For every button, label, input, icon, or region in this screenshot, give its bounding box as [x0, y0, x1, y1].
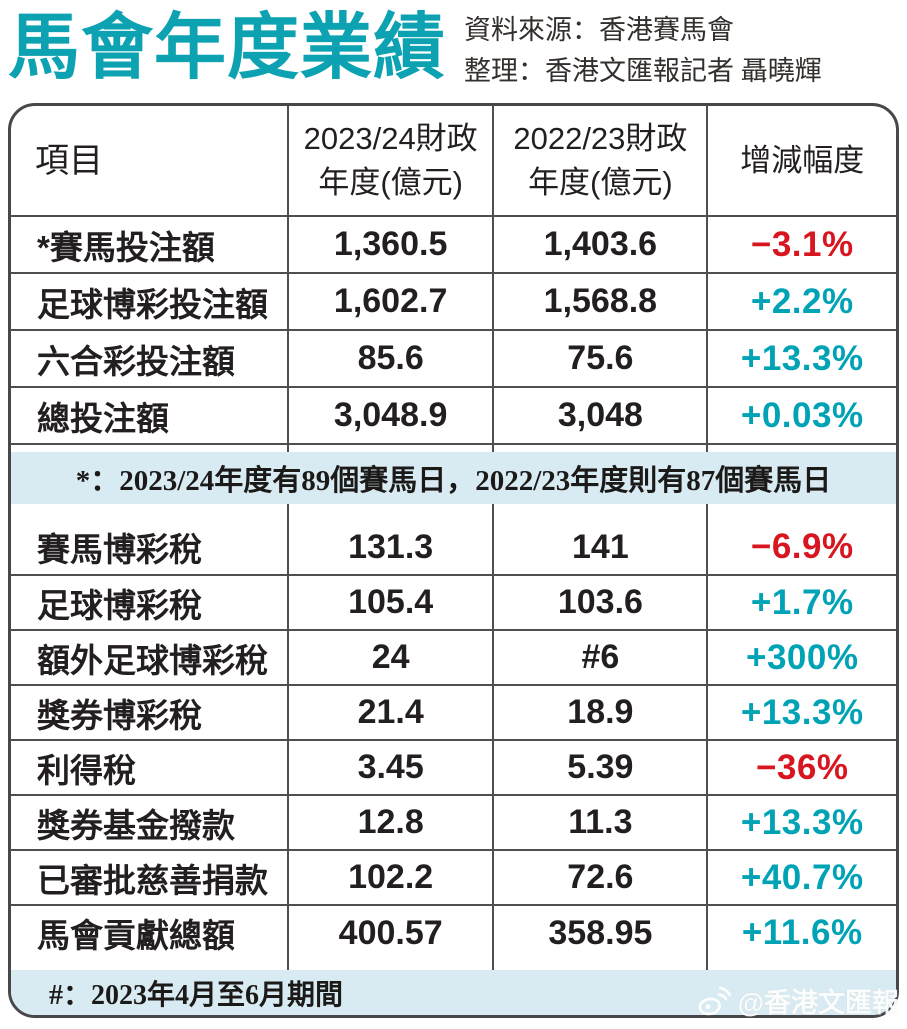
footnote-row: #：2023年4月至6月期間	[11, 970, 896, 1015]
fy2023-cell: 5.39	[493, 740, 709, 796]
fy2024-cell: 131.3	[288, 520, 495, 576]
fy2024-cell: 3,048.9	[288, 387, 495, 445]
table-row-approved-donations: 已審批慈善捐款 102.2 72.6 +40.7%	[11, 850, 896, 906]
table-row-football-turnover: 足球博彩投注額 1,602.7 1,568.8 +2.2%	[11, 273, 896, 331]
masthead: 馬會年度業績 資料來源：香港賽馬會 整理：香港文匯報記者 聶曉輝	[0, 0, 907, 100]
fy2023-cell: 75.6	[493, 330, 709, 388]
change-cell: +11.6%	[741, 913, 863, 952]
fy2024-cell: 1,360.5	[288, 216, 495, 274]
item-cell: 六合彩投注額	[11, 330, 289, 388]
source-line: 資料來源：香港賽馬會	[464, 15, 735, 45]
table-row-horse-racing-duty: 賽馬博彩稅 131.3 141 −6.9%	[11, 520, 896, 576]
spacer-row	[11, 960, 896, 970]
results-table: 項目 2023/24財政 年度(億元) 2022/23財政 年度(億元) 增減幅…	[11, 106, 896, 1015]
item-cell: 獎券博彩稅	[11, 685, 289, 741]
item-cell: *賽馬投注額	[11, 216, 289, 274]
footnote: #：2023年4月至6月期間	[11, 970, 896, 1015]
table-row-mark-six-turnover: 六合彩投注額 85.6 75.6 +13.3%	[11, 330, 896, 388]
fy2024-cell: 12.8	[288, 795, 495, 851]
fy2023-cell: 11.3	[493, 795, 709, 851]
spacer-row	[11, 504, 896, 520]
table-row-lotteries-fund: 獎券基金撥款 12.8 11.3 +13.3%	[11, 795, 896, 851]
item-cell: 足球博彩稅	[11, 575, 289, 631]
fy2023-cell: 18.9	[493, 685, 709, 741]
fy2024-cell: 21.4	[288, 685, 495, 741]
column-header-fy2023: 2022/23財政 年度(億元)	[493, 106, 709, 217]
item-cell: 賽馬博彩稅	[11, 520, 289, 576]
change-cell: +13.3%	[707, 685, 896, 741]
fy2024-cell: 400.57	[288, 905, 495, 960]
fy2023-cell: 72.6	[493, 850, 709, 906]
fy2023-cell: 103.6	[493, 575, 709, 631]
column-header-item: 項目	[11, 106, 289, 217]
table-row-football-duty: 足球博彩稅 105.4 103.6 +1.7%	[11, 575, 896, 631]
column-header-fy2023-line2: 年度(億元)	[528, 164, 673, 200]
fy2024-cell: 3.45	[288, 740, 495, 796]
item-cell: 獎券基金撥款	[11, 795, 289, 851]
table-row-horse-racing-turnover: *賽馬投注額 1,360.5 1,403.6 −3.1%	[11, 216, 896, 274]
item-cell: 額外足球博彩稅	[11, 630, 289, 686]
fy2023-cell: 1,403.6	[493, 216, 709, 274]
race-day-note-row: *：2023/24年度有89個賽馬日，2022/23年度則有87個賽馬日	[11, 452, 896, 504]
table-row-extra-football-duty: 額外足球博彩稅 24 #6 +300%	[11, 630, 896, 686]
fy2023-cell: 1,568.8	[493, 273, 709, 331]
change-cell: −36%	[707, 740, 896, 796]
change-cell: −6.9%	[707, 520, 896, 576]
item-cell: 馬會貢獻總額	[11, 905, 289, 960]
table-row-lottery-duty: 獎券博彩稅 21.4 18.9 +13.3%	[11, 685, 896, 741]
spacer-row	[11, 444, 896, 452]
table-header-row: 項目 2023/24財政 年度(億元) 2022/23財政 年度(億元) 增減幅…	[11, 106, 896, 217]
fy2024-cell: 85.6	[288, 330, 495, 388]
page-title: 馬會年度業績	[8, 8, 447, 88]
change-cell: −3.1%	[707, 216, 896, 274]
change-cell: +2.2%	[707, 273, 896, 331]
fy2024-cell: 102.2	[288, 850, 495, 906]
results-table-panel: 項目 2023/24財政 年度(億元) 2022/23財政 年度(億元) 增減幅…	[8, 103, 899, 1018]
column-header-fy2024: 2023/24財政 年度(億元)	[288, 106, 495, 217]
fy2024-cell: 1,602.7	[288, 273, 495, 331]
column-header-fy2024-line1: 2023/24財政	[303, 120, 478, 156]
column-header-change: 增減幅度	[707, 106, 896, 217]
item-cell: 總投注額	[11, 387, 289, 445]
item-cell: 已審批慈善捐款	[11, 850, 289, 906]
fy2023-cell: #6	[493, 630, 709, 686]
fy2023-cell: 358.95	[493, 905, 709, 960]
change-cell: +13.3%	[707, 330, 896, 388]
column-header-fy2024-line2: 年度(億元)	[318, 164, 463, 200]
credit-line: 整理：香港文匯報記者 聶曉輝	[464, 56, 822, 86]
item-cell: 利得稅	[11, 740, 289, 796]
fy2023-cell: 3,048	[493, 387, 709, 445]
fy2023-cell: 141	[493, 520, 709, 576]
column-header-fy2023-line1: 2022/23財政	[513, 120, 688, 156]
source-credit: 資料來源：香港賽馬會 整理：香港文匯報記者 聶曉輝	[464, 0, 822, 100]
fy2024-cell: 105.4	[288, 575, 495, 631]
item-cell: 足球博彩投注額	[11, 273, 289, 331]
change-cell: +1.7%	[707, 575, 896, 631]
change-cell: +0.03%	[707, 387, 896, 445]
change-cell: +40.7%	[707, 850, 896, 906]
race-day-note: *：2023/24年度有89個賽馬日，2022/23年度則有87個賽馬日	[11, 452, 896, 504]
change-cell: +13.3%	[707, 795, 896, 851]
table-row-profits-tax: 利得稅 3.45 5.39 −36%	[11, 740, 896, 796]
table-row-total-turnover: 總投注額 3,048.9 3,048 +0.03%	[11, 387, 896, 445]
change-cell: +300%	[707, 630, 896, 686]
fy2024-cell: 24	[288, 630, 495, 686]
table-row-total-contribution: 馬會貢獻總額 400.57 358.95 +11.6%	[11, 905, 896, 960]
